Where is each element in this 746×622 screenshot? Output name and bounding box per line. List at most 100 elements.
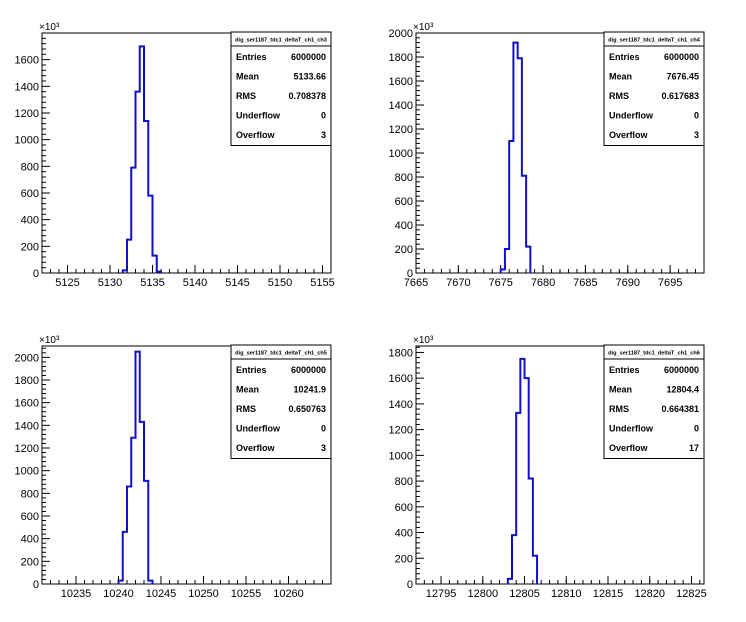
y-tick-label: 1200 <box>389 425 413 437</box>
x-tick-label: 7665 <box>404 277 428 289</box>
histogram-bin <box>148 581 152 584</box>
histogram-bin <box>157 272 161 273</box>
histogram-panel-3: 0 200 400 600 800 1000 1200 1400 1600 1800 2000×10… <box>15 335 332 600</box>
histogram-series <box>121 45 162 273</box>
histogram-bin <box>127 487 131 584</box>
stats-label-entries: Entries <box>236 365 267 375</box>
y-tick-label: 800 <box>21 488 39 500</box>
x-tick-label: 5150 <box>268 277 292 289</box>
x-tick-label: 10240 <box>103 588 134 600</box>
stats-value-entries: 6000000 <box>664 52 699 62</box>
stats-box <box>230 45 332 146</box>
histogram-bin <box>522 176 526 273</box>
y-tick-label: 2000 <box>15 352 39 364</box>
stats-label-mean: Mean <box>236 72 259 82</box>
histogram-bin <box>516 413 520 584</box>
stats-box <box>603 45 705 146</box>
histogram-series <box>117 350 154 584</box>
stats-label-entries: Entries <box>236 52 267 62</box>
stats-label-underflow: Underflow <box>609 111 654 121</box>
stats-value-underflow: 0 <box>321 111 326 121</box>
x-tick-label: 5125 <box>55 277 79 289</box>
histogram-panel-2: 0 200 400 600 800 1000 1200 1400 1600 1800 2000×10… <box>389 22 705 289</box>
stats-label-overflow: Overflow <box>236 443 276 453</box>
x-tick-label: 7695 <box>658 277 682 289</box>
histogram-panel-4: 0 200 400 600 800 1000 1200 1400 1600 1800×10³ 127… <box>389 335 707 600</box>
stats-label-rms: RMS <box>236 91 256 101</box>
histogram-bin <box>136 352 140 584</box>
stats-label-overflow: Overflow <box>609 443 649 453</box>
stats-label-entries: Entries <box>609 365 640 375</box>
x-tick-label: 5155 <box>310 277 334 289</box>
x-tick-label: 5135 <box>140 277 164 289</box>
y-exponent-label: ×10³ <box>413 22 434 33</box>
y-tick-label: 1800 <box>389 347 413 359</box>
stats-value-overflow: 3 <box>321 443 326 453</box>
y-tick-label: 400 <box>395 220 413 232</box>
x-tick-label: 5130 <box>98 277 122 289</box>
y-tick-label: 1200 <box>15 443 39 455</box>
histogram-bin <box>529 479 533 584</box>
histogram-bin <box>525 378 529 584</box>
histogram-bin <box>509 141 513 273</box>
y-tick-label: 1400 <box>15 420 39 432</box>
histogram-bin <box>148 196 152 273</box>
histogram-bin <box>501 269 505 273</box>
stats-value-mean: 7676.45 <box>666 72 699 82</box>
stats-label-mean: Mean <box>609 72 632 82</box>
y-tick-label: 1800 <box>15 375 39 387</box>
histogram-title: dig_ser1187_tdc1_deltaT_ch1_ch5 <box>235 351 327 357</box>
histogram-bin <box>127 240 131 273</box>
histogram-bin <box>518 58 522 273</box>
stats-label-overflow: Overflow <box>236 130 276 140</box>
histogram-title: dig_ser1187_tdc1_deltaT_ch1_ch4 <box>608 38 701 44</box>
histogram-bin <box>153 256 157 273</box>
y-tick-label: 600 <box>21 188 39 200</box>
stats-label-mean: Mean <box>236 385 259 395</box>
y-tick-label: 1600 <box>389 76 413 88</box>
y-tick-label: 400 <box>395 528 413 540</box>
histogram-title: dig_ser1187_tdc1_deltaT_ch1_ch3 <box>235 38 327 44</box>
stats-label-rms: RMS <box>609 404 629 414</box>
x-tick-label: 5145 <box>225 277 249 289</box>
stats-value-rms: 0.708378 <box>288 91 326 101</box>
x-tick-label: 10250 <box>188 588 219 600</box>
x-tick-label: 12805 <box>509 588 540 600</box>
x-tick-label: 7675 <box>488 277 512 289</box>
y-tick-label: 1600 <box>15 398 39 410</box>
x-tick-label: 7680 <box>531 277 555 289</box>
histogram-bin <box>131 168 135 273</box>
y-tick-label: 200 <box>395 244 413 256</box>
histogram-series <box>506 357 539 584</box>
x-tick-label: 5140 <box>183 277 207 289</box>
histogram-bin <box>526 247 530 273</box>
stats-value-entries: 6000000 <box>291 52 326 62</box>
histogram-series <box>499 41 532 273</box>
y-tick-label: 800 <box>21 161 39 173</box>
x-tick-label: 12825 <box>676 588 707 600</box>
histogram-bin <box>144 121 148 273</box>
y-exponent-label: ×10³ <box>39 335 60 346</box>
stats-value-mean: 10241.9 <box>293 385 326 395</box>
stats-label-entries: Entries <box>609 52 640 62</box>
y-tick-label: 1800 <box>389 52 413 64</box>
histogram-panel-1: 0 200 400 600 800 1000 1200 1400 1600 ×10³ 5125 513… <box>15 22 335 289</box>
stats-box <box>603 358 705 459</box>
y-tick-label: 0 <box>407 268 413 280</box>
x-tick-label: 12795 <box>426 588 457 600</box>
x-tick-label: 7685 <box>573 277 597 289</box>
histogram-bin <box>520 359 524 584</box>
x-tick-label: 10235 <box>61 588 92 600</box>
histogram-bin <box>512 535 516 584</box>
histogram-bin <box>131 438 135 584</box>
y-tick-label: 600 <box>395 196 413 208</box>
stats-value-overflow: 17 <box>689 443 699 453</box>
y-tick-label: 1000 <box>389 450 413 462</box>
y-tick-label: 1600 <box>389 373 413 385</box>
histogram-bin <box>513 43 517 273</box>
stats-value-entries: 6000000 <box>291 365 326 375</box>
histogram-title: dig_ser1187_tdc1_deltaT_ch1_ch6 <box>608 351 700 357</box>
y-tick-label: 2000 <box>389 28 413 40</box>
histogram-bin <box>140 422 144 584</box>
y-tick-label: 800 <box>395 172 413 184</box>
